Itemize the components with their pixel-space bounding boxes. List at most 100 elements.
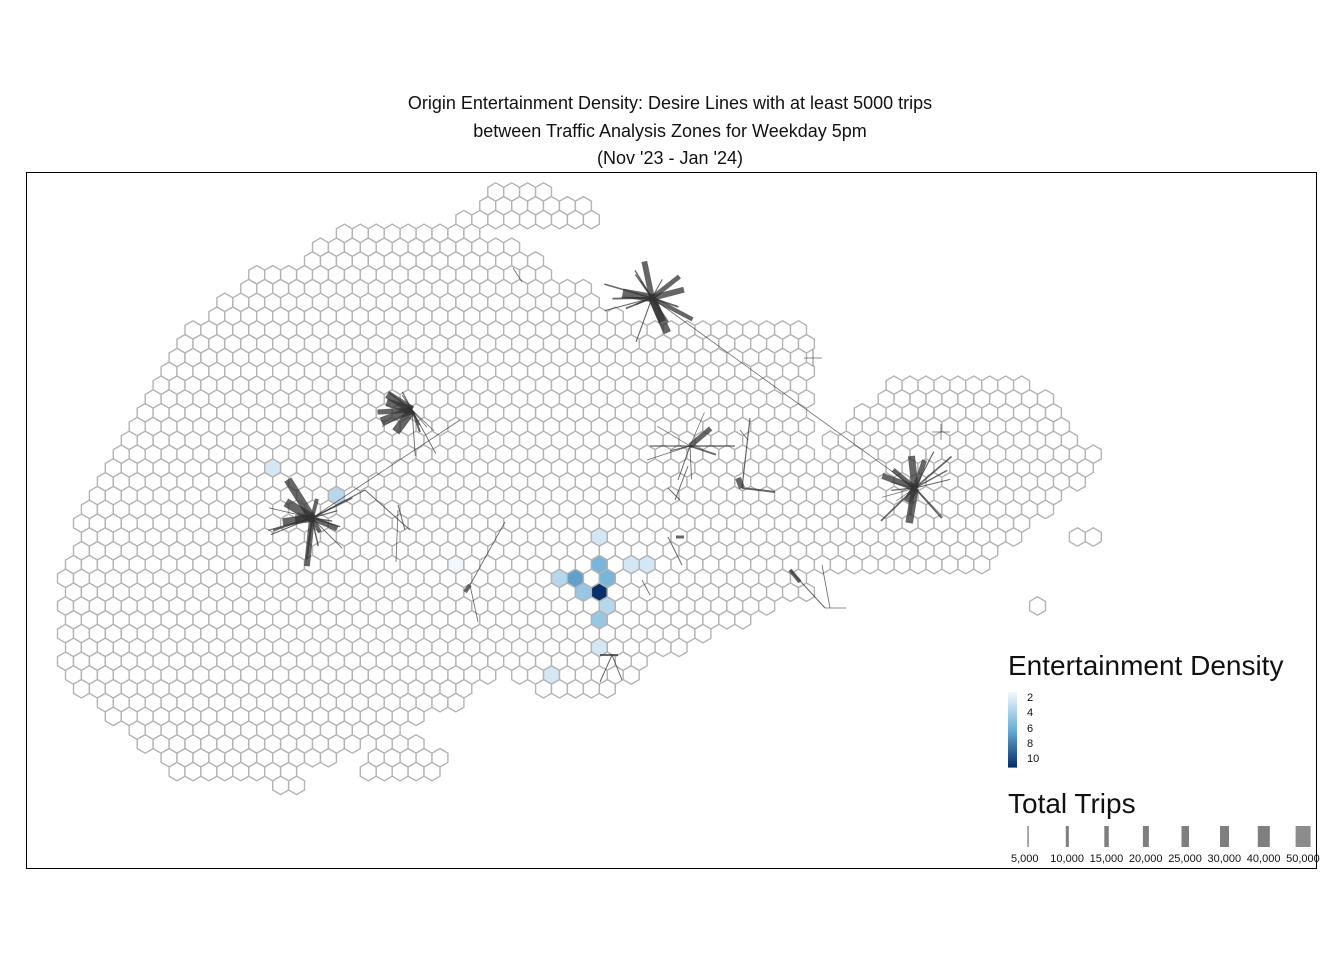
density-legend-swatch: [1008, 693, 1017, 696]
desire-lines: [268, 260, 953, 683]
desire-line: [689, 412, 705, 447]
density-legend-swatch: [1008, 760, 1017, 763]
zone-hexagon: [104, 706, 123, 727]
desire-line: [739, 429, 749, 441]
desire-line: [397, 504, 406, 531]
trips-legend-bar: [1142, 826, 1149, 847]
desire-line: [677, 445, 691, 481]
density-legend-swatch: [1008, 748, 1017, 751]
desire-line: [650, 296, 694, 322]
zone-hexagon: [487, 209, 505, 230]
zone-hexagon: [909, 554, 927, 575]
density-legend-swatch: [1008, 708, 1017, 711]
zone-hexagon: [550, 678, 569, 699]
desire-line: [411, 409, 416, 456]
desire-line: [411, 409, 428, 428]
density-legend-swatch: [1008, 738, 1017, 741]
desire-line: [392, 407, 416, 435]
density-legend-swatch: [1008, 749, 1017, 752]
zone-hexagon: [287, 775, 306, 796]
desire-line: [512, 267, 523, 283]
trips-legend-bar: [1104, 826, 1109, 847]
density-legend-swatch: [1008, 755, 1017, 758]
zone-hexagon: [518, 209, 537, 230]
desire-line: [599, 654, 613, 683]
density-legend-swatch: [1008, 729, 1017, 732]
desire-line: [310, 515, 339, 532]
density-legend-swatch: [1008, 703, 1017, 706]
desire-line: [914, 478, 951, 489]
desire-line: [311, 489, 366, 519]
desire-line: [657, 425, 691, 447]
trips-legend-title: Total Trips: [1008, 788, 1136, 819]
zone-hexagon: [845, 554, 863, 575]
desire-line: [651, 297, 916, 489]
map-title-line-2: between Traffic Analysis Zones for Weekd…: [473, 121, 867, 141]
zone-hexagon: [200, 761, 218, 782]
density-legend-swatch: [1008, 765, 1017, 768]
zone-hexagon: [734, 609, 752, 630]
desire-line: [881, 487, 916, 498]
density-legend-swatch: [1008, 733, 1017, 736]
desire-line: [469, 521, 506, 586]
zone-hexagon: [343, 733, 361, 755]
density-legend-swatch: [1008, 699, 1017, 702]
density-legend-tick: 4: [1027, 707, 1034, 720]
density-legend-swatch: [1008, 718, 1017, 721]
desire-line: [788, 568, 802, 584]
desire-line: [650, 274, 681, 300]
desire-line: [669, 445, 691, 452]
zone-hexagon: [136, 733, 154, 755]
trips-legend-bar: [1181, 826, 1189, 847]
trips-legend-label: 15,000: [1089, 853, 1124, 865]
zone-hexagon: [471, 264, 489, 285]
density-legend-swatch: [1008, 709, 1017, 712]
density-legend-swatch: [1008, 724, 1017, 727]
desire-line: [284, 477, 316, 521]
desire-line: [689, 445, 692, 480]
trips-legend-label: 50,000: [1286, 853, 1320, 865]
hex-grid: [56, 181, 1103, 796]
zone-hexagon: [861, 554, 879, 575]
zone-hexagon: [1068, 471, 1087, 492]
desire-line: [311, 510, 338, 519]
zone-hexagon: [184, 761, 202, 782]
zone-hexagon: [534, 209, 553, 230]
trips-legend-label: 10,000: [1050, 853, 1084, 865]
density-legend-swatch: [1008, 747, 1017, 749]
zone-hexagon: [973, 554, 991, 575]
legend-graphics: [1008, 692, 1311, 847]
trips-legend-bar: [1065, 826, 1069, 847]
desire-line: [914, 455, 953, 489]
zone-hexagon: [455, 264, 473, 285]
density-legend-swatch: [1008, 758, 1017, 761]
desire-line: [604, 297, 653, 312]
density-legend-swatch: [1008, 762, 1017, 764]
trips-legend-label: 20,000: [1128, 853, 1163, 865]
zone-hexagon: [941, 554, 959, 575]
desire-line: [411, 409, 421, 433]
zone-hexagon: [781, 582, 800, 603]
desire-line: [388, 391, 413, 411]
desire-line: [914, 451, 935, 489]
zone-hexagon: [383, 223, 401, 244]
density-legend-swatch: [1008, 764, 1017, 767]
density-legend-swatch: [1008, 763, 1017, 766]
desire-line: [667, 536, 683, 566]
zone-hexagon: [1036, 499, 1055, 520]
desire-line: [648, 296, 671, 335]
density-legend-swatch: [1008, 712, 1017, 714]
desire-line: [604, 283, 653, 299]
density-legend-swatch: [1008, 704, 1017, 707]
desire-line: [635, 297, 653, 306]
density-legend-swatch: [1008, 757, 1017, 759]
desire-line: [905, 487, 919, 524]
desire-line: [689, 445, 717, 456]
zone-hexagon: [72, 678, 91, 699]
density-legend-swatch: [1008, 702, 1017, 704]
zone-hexagon: [375, 761, 393, 782]
desire-line: [411, 409, 437, 454]
zone-hexagon: [694, 623, 712, 644]
zone-hexagon: [877, 554, 895, 575]
zone-hexagon: [598, 678, 616, 699]
